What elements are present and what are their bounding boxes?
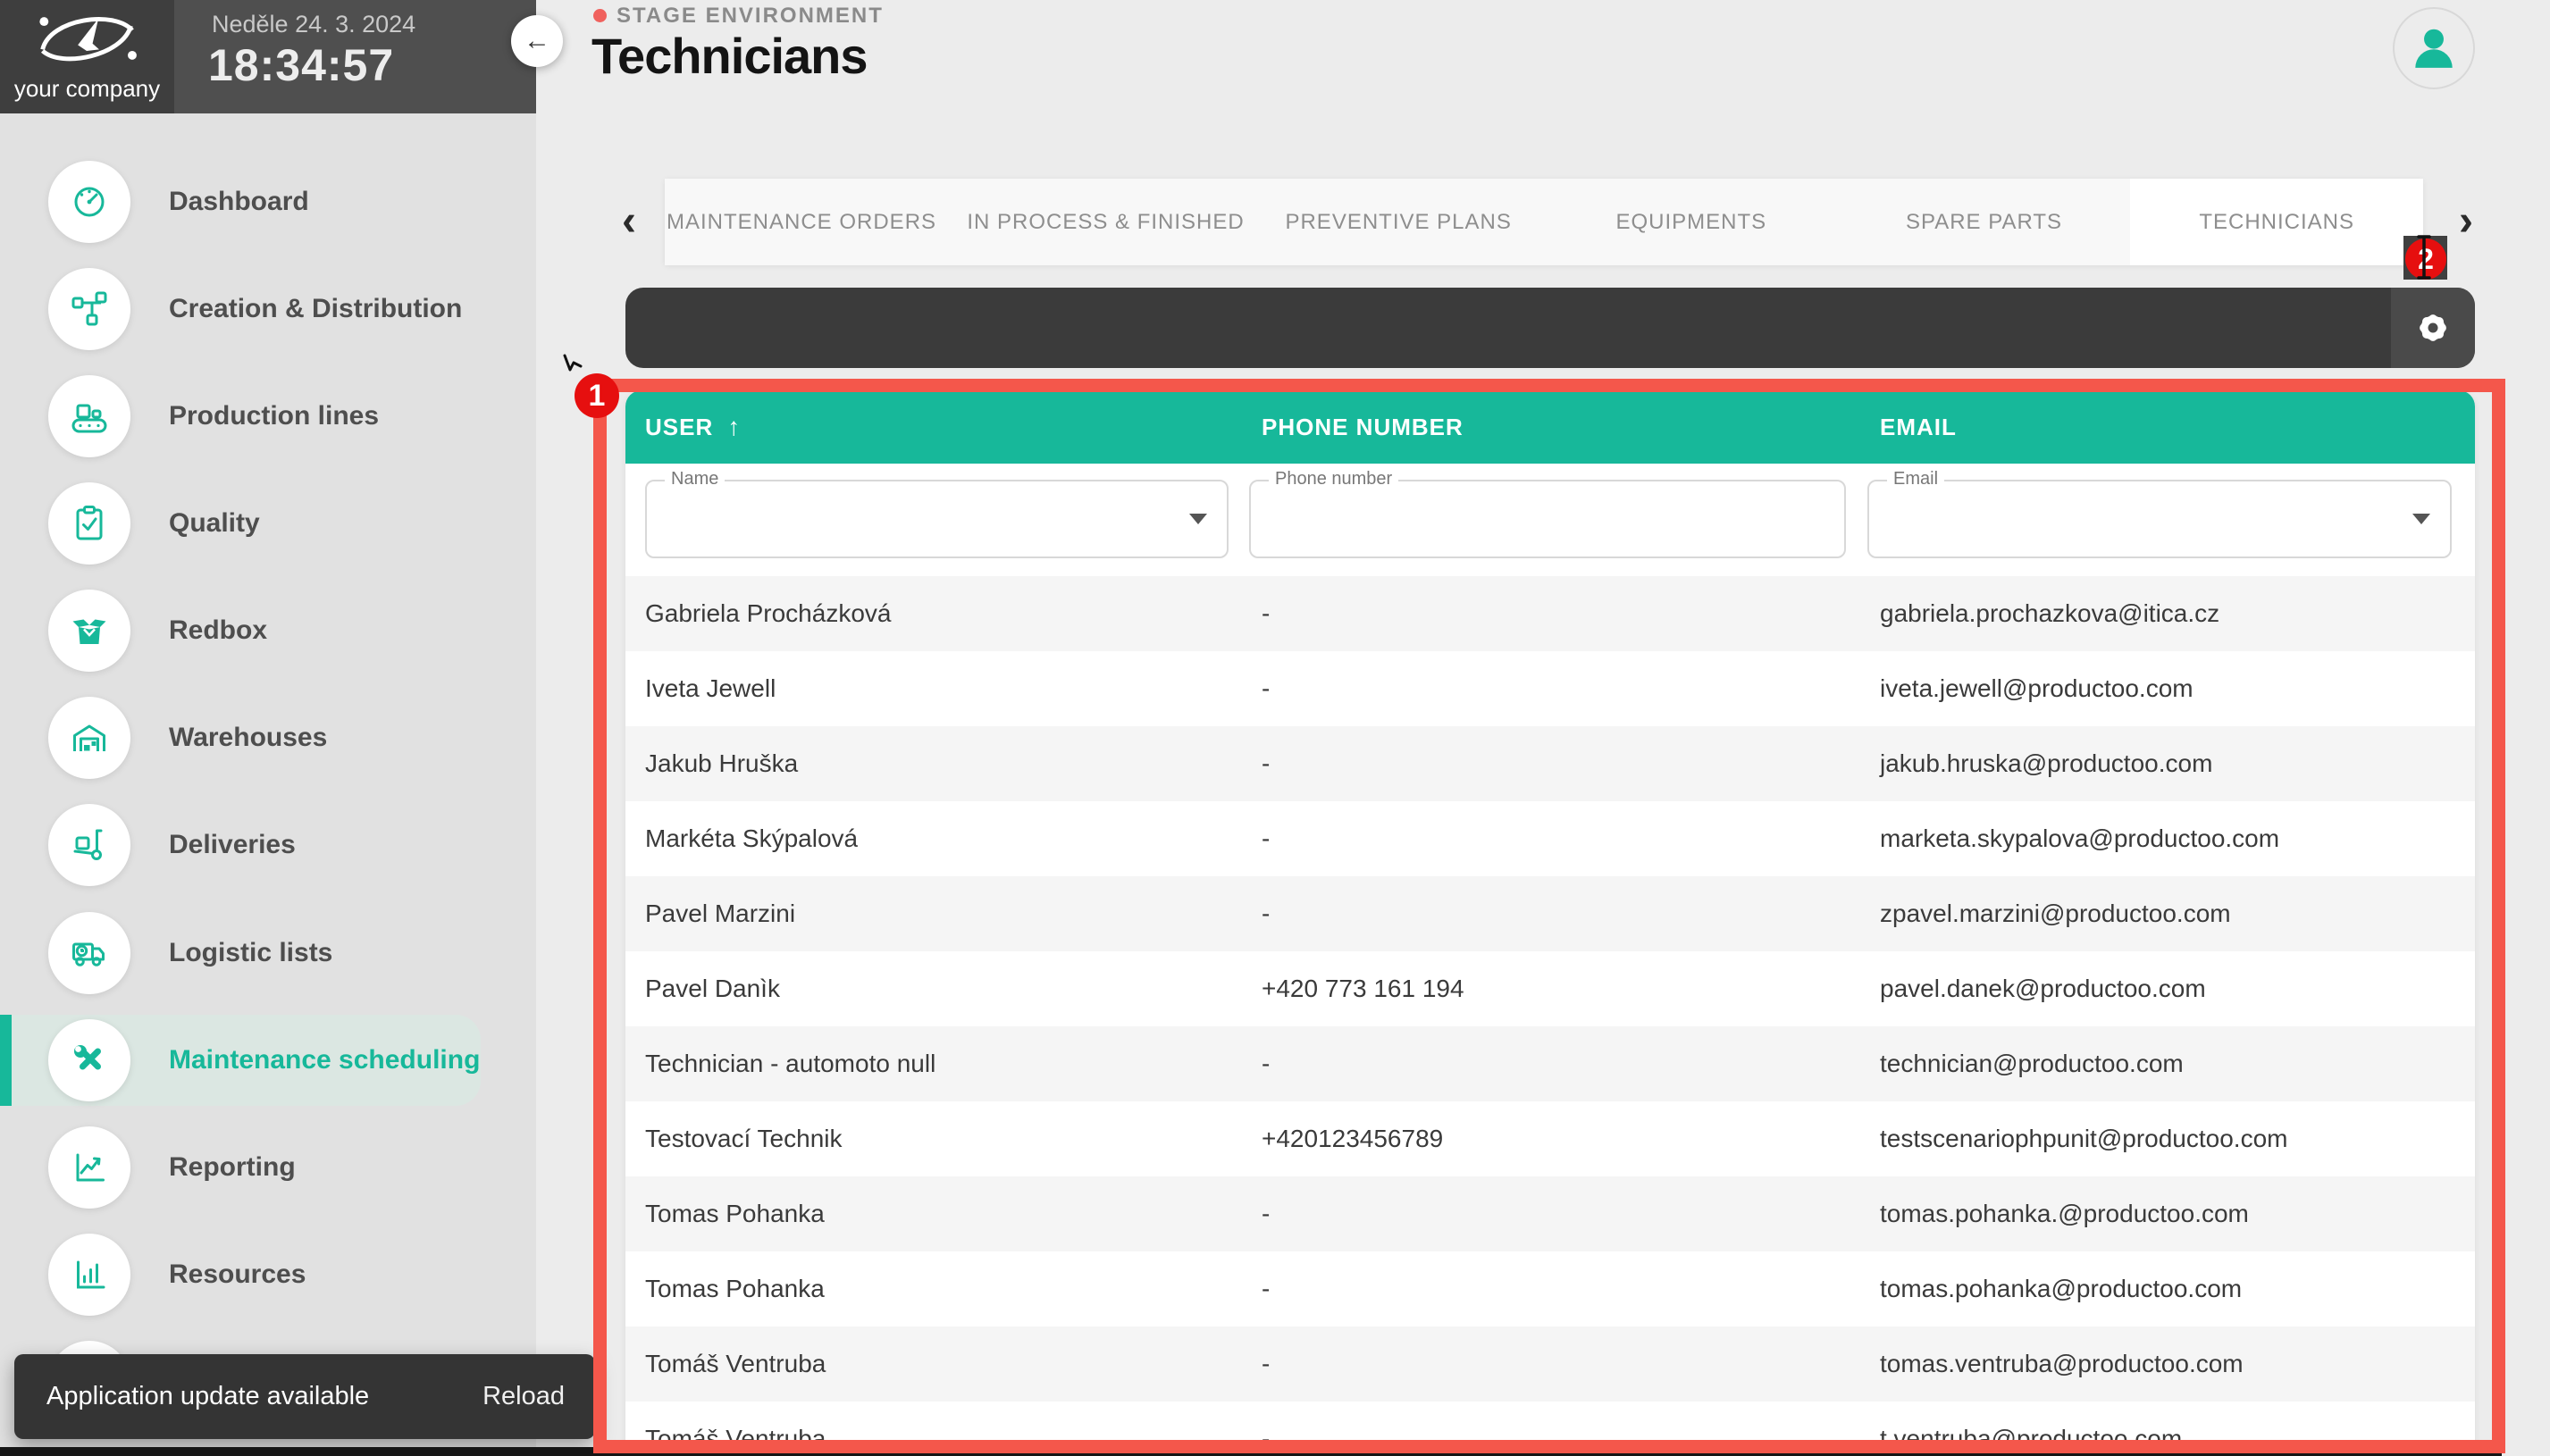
screenshot-bottom-bar (0, 1447, 2502, 1456)
table-row[interactable]: Jakub Hruška - jakub.hruska@productoo.co… (625, 726, 2475, 801)
table-row[interactable]: Technician - automoto null - technician@… (625, 1026, 2475, 1101)
open-box-icon (48, 590, 130, 672)
chevron-left-icon: ‹ (622, 197, 636, 245)
tab-technicians[interactable]: TECHNICIANS (2130, 179, 2424, 265)
text-cursor-icon (2417, 235, 2431, 280)
column-header-phone[interactable]: PHONE NUMBER (1262, 413, 1464, 440)
gauge-icon (48, 161, 130, 243)
table-row[interactable]: Tomas Pohanka - tomas.pohanka@productoo.… (645, 1275, 2243, 1302)
company-logo-block: your company (0, 0, 174, 113)
company-logo-text: your company (13, 75, 161, 102)
tab-preventive-plans[interactable]: PREVENTIVE PLANS (1285, 209, 1512, 234)
sidebar-item-redbox[interactable]: Redbox (0, 577, 536, 684)
email-filter-input[interactable] (1869, 481, 2450, 556)
table-row[interactable]: Gabriela Procházková - gabriela.prochazk… (625, 576, 2475, 651)
sidebar-item-reporting[interactable]: Reporting (0, 1114, 536, 1221)
bar-chart-icon (48, 1234, 130, 1316)
tab-bar: MAINTENANCE ORDERS IN PROCESS & FINISHED… (665, 179, 2424, 265)
tab-scroll-left-button[interactable]: ‹ (609, 189, 649, 254)
tools-icon (48, 1019, 130, 1101)
table-row[interactable]: Pavel Danìk +420 773 161 194 pavel.danek… (645, 975, 2206, 1002)
sidebar-item-production-lines[interactable]: Production lines (0, 363, 536, 470)
mouse-cursor-icon (563, 354, 583, 372)
back-button[interactable]: ← (511, 15, 563, 67)
table-row[interactable]: Tomáš Ventruba - tomas.ventruba@producto… (625, 1326, 2475, 1402)
page-title: Technicians (591, 28, 868, 84)
conveyor-icon (48, 375, 130, 457)
date-label: Neděle 24. 3. 2024 (212, 11, 416, 38)
toast-message: Application update available (46, 1382, 370, 1410)
reload-button[interactable]: Reload (482, 1382, 565, 1410)
sort-ascending-icon: ↑ (727, 413, 742, 440)
company-logo-icon (39, 17, 137, 62)
environment-label: STAGE ENVIRONMENT (617, 4, 884, 28)
table-toolbar (625, 288, 2475, 368)
sidebar-item-logistic-lists[interactable]: Logistic lists (0, 900, 536, 1007)
dropdown-arrow-icon[interactable] (2412, 514, 2430, 524)
environment-dot-icon (593, 9, 607, 22)
sidebar-item-resources[interactable]: Resources (0, 1221, 536, 1328)
table-row[interactable]: Iveta Jewell - iveta.jewell@productoo.co… (645, 674, 2194, 702)
column-header-user[interactable]: USER ↑ (645, 413, 742, 440)
time-label: 18:34:57 (208, 40, 395, 90)
tab-equipments[interactable]: EQUIPMENTS (1615, 209, 1767, 234)
sidebar-item-dashboard[interactable]: Dashboard (0, 148, 536, 255)
name-filter[interactable]: Name (645, 469, 1229, 558)
user-avatar-button[interactable] (2393, 7, 2475, 89)
person-icon (2415, 29, 2453, 68)
annotation-marker-2: 2 (2405, 238, 2446, 280)
table-header: USER ↑ PHONE NUMBER EMAIL (625, 390, 2475, 464)
dropdown-arrow-icon[interactable] (1189, 514, 1207, 524)
table-row[interactable]: Testovací Technik +420123456789 testscen… (645, 1125, 2288, 1152)
line-chart-icon (48, 1126, 130, 1209)
update-toast: Application update available Reload (14, 1354, 595, 1439)
table-row[interactable]: Pavel Marzini - zpavel.marzini@productoo… (625, 876, 2475, 951)
sidebar-item-maintenance-scheduling[interactable]: Maintenance scheduling (0, 1007, 536, 1114)
sidebar-item-warehouses[interactable]: Warehouses (0, 684, 536, 791)
column-header-email[interactable]: EMAIL (1880, 413, 1957, 440)
back-arrow-icon: ← (524, 26, 550, 55)
sidebar-item-quality[interactable]: Quality (0, 470, 536, 577)
chevron-right-icon: › (2459, 197, 2473, 245)
email-filter[interactable]: Email (1867, 469, 2452, 558)
table-settings-button[interactable] (2391, 288, 2475, 368)
table-row[interactable]: Markéta Skýpalová - marketa.skypalova@pr… (645, 824, 2280, 852)
table-body: Gabriela Procházková - gabriela.prochazk… (625, 576, 2475, 1456)
sidebar-item-deliveries[interactable]: Deliveries (0, 791, 536, 899)
phone-filter-input[interactable] (1251, 481, 1844, 556)
tab-scroll-right-button[interactable]: › (2446, 189, 2486, 254)
phone-filter[interactable]: Phone number (1249, 469, 1846, 558)
technicians-table: USER ↑ PHONE NUMBER EMAIL Name Phone numb… (625, 390, 2475, 1456)
tab-maintenance-orders[interactable]: MAINTENANCE ORDERS (667, 209, 937, 234)
table-row[interactable]: Tomas Pohanka - tomas.pohanka.@productoo… (625, 1176, 2475, 1251)
gear-icon (2420, 314, 2446, 341)
delivery-truck-icon (48, 912, 130, 994)
warehouse-icon (48, 697, 130, 779)
hand-truck-icon (48, 804, 130, 886)
tab-spare-parts[interactable]: SPARE PARTS (1905, 209, 2063, 234)
datetime-block: Neděle 24. 3. 2024 18:34:57 (174, 0, 536, 113)
filter-row: Name Phone number Email (625, 464, 2475, 576)
tab-in-process-finished[interactable]: IN PROCESS & FINISHED (967, 209, 1245, 234)
sidebar-item-creation-distribution[interactable]: Creation & Distribution (0, 255, 536, 363)
name-filter-input[interactable] (647, 481, 1227, 556)
clipboard-check-icon (48, 482, 130, 565)
workflow-icon (48, 268, 130, 350)
